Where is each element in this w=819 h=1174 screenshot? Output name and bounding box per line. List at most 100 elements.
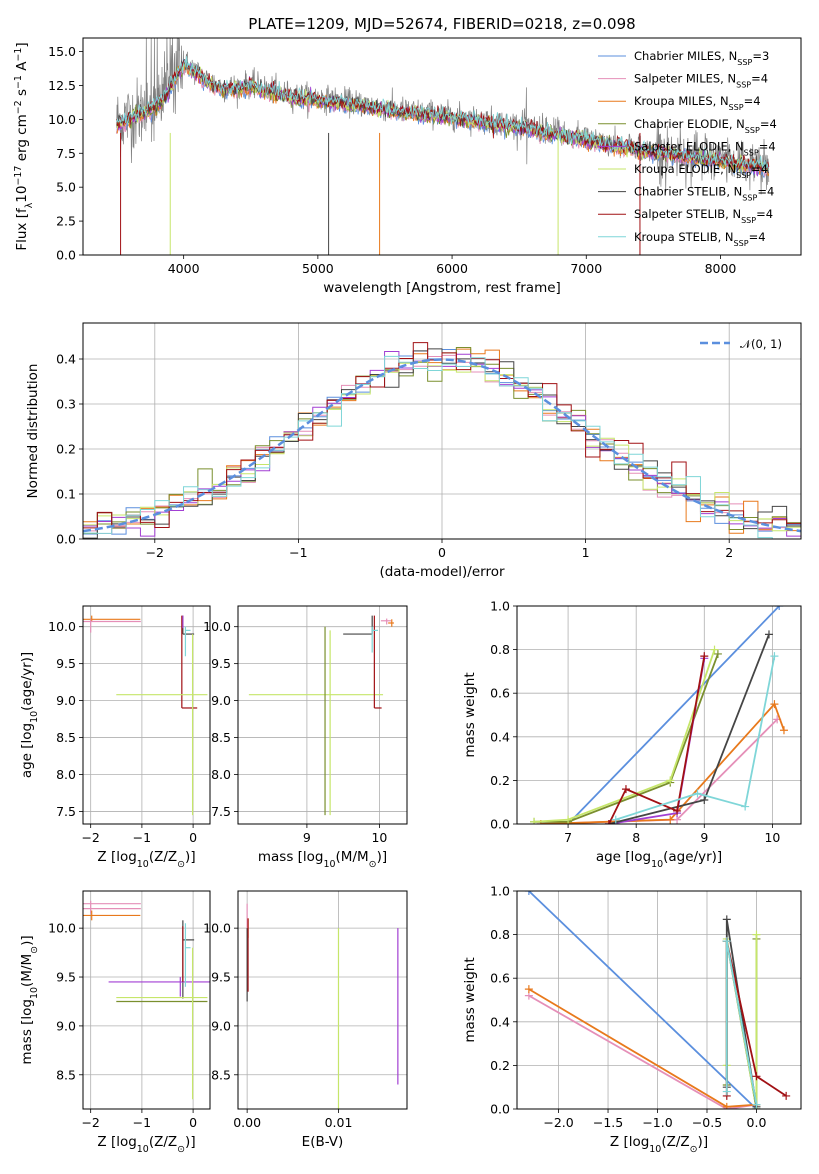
weight-marker xyxy=(782,1091,791,1100)
weight-marker xyxy=(700,796,709,805)
x-tick-label: 2 xyxy=(725,545,733,560)
grid-age_vs_Z xyxy=(83,606,210,824)
panel-mass_vs_ebv: 0.00 0.01 8.5 9.0 9.5 10.0 E(B-V) xyxy=(203,890,408,1150)
weight-marker xyxy=(524,985,533,994)
y-tick-label: 0.2 xyxy=(490,1058,510,1073)
axes-frame xyxy=(237,890,408,1110)
legend-label: Kroupa MILES, NSSP=4 xyxy=(634,94,761,112)
y-tick-label: 7.5 xyxy=(56,146,76,161)
y-tick-label: 0.0 xyxy=(490,1102,510,1117)
x-tick-label: 5000 xyxy=(302,261,334,276)
gaussian-curve xyxy=(83,358,801,533)
y-tick-label: 8.5 xyxy=(56,730,76,745)
axes-frame xyxy=(516,890,802,1110)
x-tick-label: 7 xyxy=(564,830,572,845)
weight-line-salpeter_stelib xyxy=(608,655,706,824)
y-tick-label: 15.0 xyxy=(48,44,76,59)
y-tick-label: 8.0 xyxy=(211,767,231,782)
legend: 𝒩(0, 1) xyxy=(700,337,782,351)
errorbar-point xyxy=(184,923,191,987)
weight-marker xyxy=(666,815,675,824)
x-tick-label: −1.5 xyxy=(593,1115,623,1130)
y-tick-label: 0.6 xyxy=(490,686,510,701)
x-tick-label: −1.0 xyxy=(642,1115,672,1130)
weight-marker xyxy=(710,645,719,654)
errorbar-point xyxy=(184,626,191,657)
y-tick-label: 9.5 xyxy=(211,970,231,985)
panel-mass_vs_Z: −2 −1 0 8.5 9.0 9.5 10.0 Z [log10(Z/Z⊙)] mass [l… xyxy=(19,890,211,1155)
weight-marker xyxy=(524,891,533,895)
y-tick-label: 0.1 xyxy=(56,487,76,502)
weight-marker xyxy=(611,815,620,824)
grid-age_vs_mass xyxy=(238,606,407,824)
y-tick-label: 9.5 xyxy=(56,656,76,671)
y-tick-label: 7.5 xyxy=(211,804,231,819)
weight-marker xyxy=(764,630,773,639)
weight-marker xyxy=(770,652,779,661)
errorbars xyxy=(248,615,394,816)
legend-label: Kroupa STELIB, NSSP=4 xyxy=(634,230,766,248)
y-tick-label: 0.2 xyxy=(56,442,76,457)
y-tick-label: 5.0 xyxy=(56,180,76,195)
x-axis-label: (data-model)/error xyxy=(379,564,505,580)
y-tick-label: 8.5 xyxy=(211,1067,231,1082)
weight-marker xyxy=(666,776,675,785)
weight-marker xyxy=(564,815,573,824)
y-tick-label: 0.0 xyxy=(56,248,76,263)
weight-marker xyxy=(752,1100,761,1109)
weight-line-kroupa_miles xyxy=(528,988,757,1108)
x-tick-label: 0 xyxy=(189,830,197,845)
weight-marker xyxy=(722,937,731,946)
errorbar-point xyxy=(108,977,210,997)
chart-title: PLATE=1209, MJD=52674, FIBERID=0218, z=0… xyxy=(248,15,635,33)
y-tick-label: 0.3 xyxy=(56,397,76,412)
x-tick-label: 9 xyxy=(303,830,311,845)
y-tick-label: 1.0 xyxy=(490,884,510,899)
y-tick-label: 9.0 xyxy=(211,693,231,708)
x-tick-label: −1 xyxy=(133,830,151,845)
weight-marker xyxy=(700,652,709,661)
errorbar-point xyxy=(83,615,141,622)
x-axis-label: Z [log10(Z/Z⊙)] xyxy=(610,1134,708,1155)
x-axis-label: wavelength [Angstrom, rest frame] xyxy=(323,280,561,296)
x-tick-label: −1 xyxy=(289,545,307,560)
y-axis-label: mass weight xyxy=(462,957,478,1042)
weight-line-kroupa_stelib xyxy=(615,655,776,821)
weight-marker xyxy=(693,789,702,798)
weight-line-kroupa_miles xyxy=(540,702,785,824)
y-tick-label: 8.5 xyxy=(56,1067,76,1082)
y-tick-label: 0.8 xyxy=(490,642,510,657)
x-axis-label: E(B-V) xyxy=(302,1134,344,1150)
panel-age_vs_Z: −2 −1 0 7.5 8.0 8.5 9.0 9.5 10.0 Z [log10(Z/Z⊙)] a… xyxy=(19,605,211,870)
x-tick-label: 10 xyxy=(371,830,387,845)
axes-frame xyxy=(82,322,802,540)
x-tick-label: 0 xyxy=(189,1115,197,1130)
y-axis-label: age [log10(age/yr)] xyxy=(19,652,40,778)
weight-lines xyxy=(524,891,791,1109)
histogram-salpeter_stelib xyxy=(83,342,801,529)
y-tick-label: 0.0 xyxy=(490,817,510,832)
y-tick-label: 2.5 xyxy=(56,214,76,229)
y-axis-label: Normed distribution xyxy=(25,364,41,499)
errorbars xyxy=(83,615,208,816)
x-axis-label: Z [log10(Z/Z⊙)] xyxy=(97,849,195,870)
axes-frame xyxy=(82,37,802,256)
y-axis-label: Flux [fλ10−17 erg cm−2 s−1 A−1] xyxy=(13,42,35,250)
x-tick-label: 8000 xyxy=(705,261,737,276)
weight-line-chabrier_miles xyxy=(567,606,780,824)
y-tick-label: 0.6 xyxy=(490,971,510,986)
legend: Chabrier MILES, NSSP=3 Salpeter MILES, NS… xyxy=(598,49,777,247)
weight-marker xyxy=(621,785,630,794)
x-tick-label: 1 xyxy=(582,545,590,560)
y-tick-label: 12.5 xyxy=(48,78,76,93)
y-tick-label: 0.4 xyxy=(490,729,510,744)
x-tick-label: 4000 xyxy=(168,261,200,276)
y-axis-label: mass [log10(M/M⊙)] xyxy=(19,935,40,1064)
y-tick-label: 9.5 xyxy=(56,970,76,985)
y-tick-label: 10.0 xyxy=(48,619,76,634)
model-line-kroupa_stelib xyxy=(116,56,770,171)
weight-marker xyxy=(770,700,779,709)
weight-line-kroupa_elodie xyxy=(533,649,716,823)
